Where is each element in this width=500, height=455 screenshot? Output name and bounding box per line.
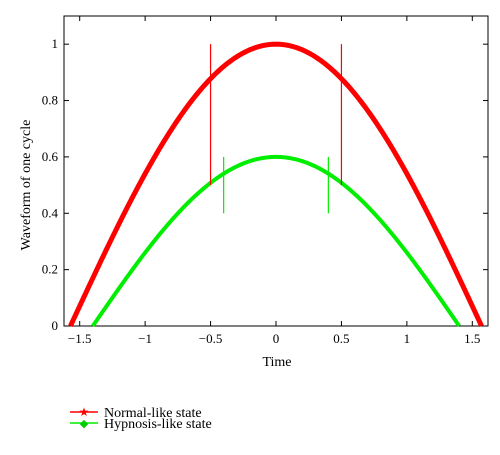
y-tick-label: 1 — [52, 36, 59, 51]
y-tick-label: 0 — [52, 318, 59, 333]
y-tick-label: 0.4 — [42, 205, 59, 220]
x-tick-label: −1 — [138, 331, 152, 346]
y-axis-label: Waveform of one cycle — [19, 120, 34, 251]
legend-marker-normal-icon: ★ — [79, 405, 90, 419]
series-normal-line — [68, 41, 484, 328]
legend-item-hypnosis: ◆ Hypnosis-like state — [70, 417, 212, 432]
legend-label-normal: Normal-like state — [104, 406, 202, 421]
x-tick-label: 1 — [404, 331, 411, 346]
y-tick-label: 0.8 — [42, 93, 58, 108]
legend-label-hypnosis: Hypnosis-like state — [104, 417, 212, 432]
y-tick-label: 0.6 — [42, 149, 59, 164]
legend-item-normal: ★ Normal-like state — [70, 405, 202, 421]
y-tick-label: 0.2 — [42, 262, 58, 277]
x-axis-label: Time — [262, 355, 291, 370]
legend-marker-hypnosis-icon: ◆ — [80, 418, 89, 430]
series-hypnosis-line — [91, 154, 461, 328]
x-tick-label: 1.5 — [464, 331, 480, 346]
x-tick-label: −1.5 — [68, 331, 92, 346]
x-tick-label: 0 — [273, 331, 280, 346]
x-tick-label: 0.5 — [333, 331, 349, 346]
legend: ★ Normal-like state ◆ Hypnosis-like stat… — [70, 405, 212, 432]
x-tick-label: −0.5 — [199, 331, 223, 346]
